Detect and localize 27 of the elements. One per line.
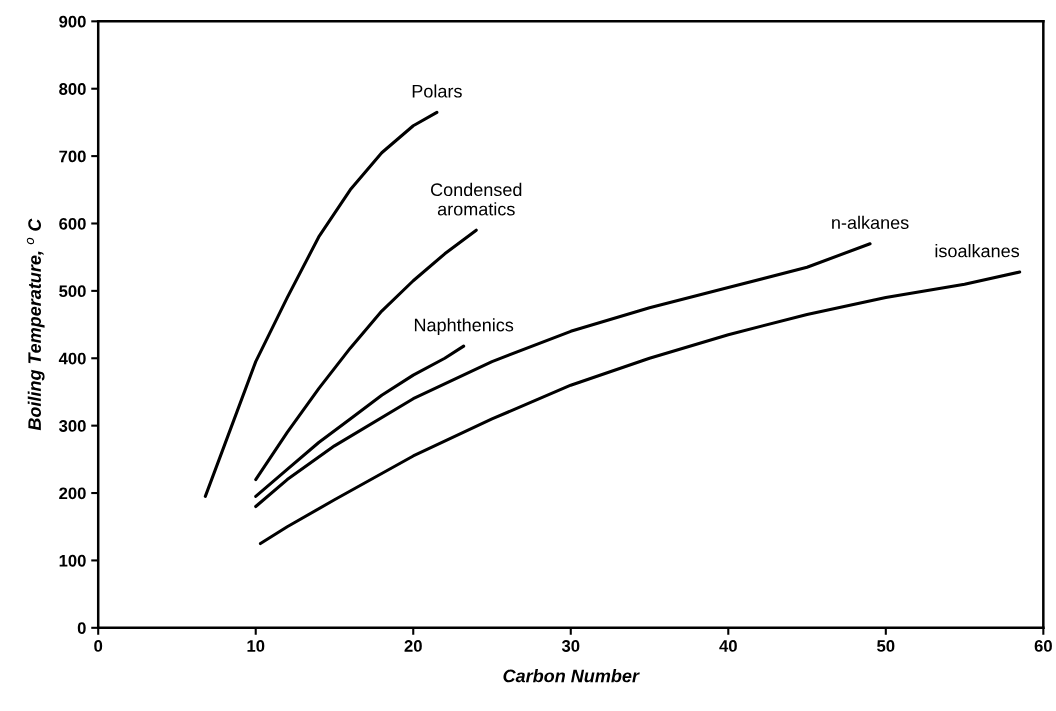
x-tick-label: 10 — [247, 640, 265, 652]
y-tick-label: 800 — [59, 83, 86, 95]
y-tick-label: 500 — [59, 285, 86, 298]
line-series — [258, 270, 1022, 546]
x-axis-title: Carbon Number — [503, 669, 640, 683]
series-label: n-alkanes — [832, 215, 909, 230]
series-label: Naphthenics — [414, 318, 514, 336]
y-tick-label: 200 — [59, 487, 86, 500]
y-axis-title: Boiling Temperature, $^{o}$ C — [26, 218, 45, 431]
y-tick-label: 900 — [59, 15, 86, 28]
x-tick-label: 20 — [404, 640, 422, 652]
x-tick-label: 30 — [561, 640, 580, 652]
y-tick-label: 400 — [58, 352, 86, 365]
x-tick-label: 40 — [719, 640, 737, 652]
line-series — [254, 242, 872, 509]
y-tick-label: 100 — [59, 554, 86, 567]
y-tick-label: 0 — [77, 622, 86, 635]
series-label: isoalkanes — [935, 244, 1020, 258]
y-tick-label: 700 — [59, 150, 86, 163]
x-tick-label: 50 — [877, 640, 895, 652]
y-tick-label: 300 — [58, 420, 86, 432]
x-tick-label: 60 — [1034, 640, 1052, 652]
series-label: Polars — [412, 84, 462, 98]
series-label: Condensed aromatics — [431, 182, 522, 216]
line-series — [254, 344, 466, 498]
x-tick-label: 0 — [94, 640, 103, 652]
y-tick-label: 600 — [59, 217, 86, 230]
